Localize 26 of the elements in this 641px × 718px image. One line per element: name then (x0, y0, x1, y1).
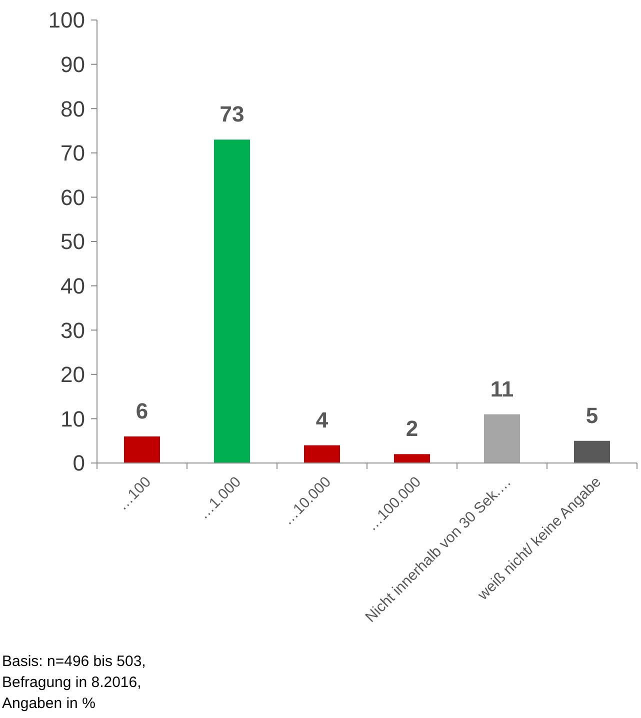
bar (214, 140, 250, 463)
data-label: 73 (220, 102, 244, 127)
data-label: 6 (136, 398, 148, 424)
bar (484, 414, 520, 463)
data-label: 5 (586, 402, 598, 428)
bar (394, 454, 430, 463)
data-label: 11 (490, 376, 514, 402)
y-tick-label: 20 (60, 362, 85, 388)
y-tick-label: 50 (60, 229, 85, 254)
y-tick-label: 100 (48, 8, 85, 33)
data-label: 2 (406, 416, 418, 442)
bar (574, 440, 610, 463)
text: Basis: n=496 bis 503, (2, 653, 146, 670)
y-tick-label: 10 (60, 406, 85, 432)
bar (304, 445, 340, 463)
bar (124, 436, 160, 463)
y-tick-label: 0 (72, 450, 85, 476)
y-tick-label: 70 (60, 140, 85, 166)
text: Angaben in % (2, 695, 96, 712)
text: Befragung in 8.2016, (2, 674, 142, 691)
y-tick-label: 40 (60, 274, 85, 298)
y-tick-label: 60 (60, 184, 85, 210)
y-tick-label: 80 (60, 96, 85, 122)
data-label: 4 (316, 407, 329, 432)
y-tick-label: 90 (60, 52, 85, 77)
y-tick-label: 30 (60, 318, 85, 343)
